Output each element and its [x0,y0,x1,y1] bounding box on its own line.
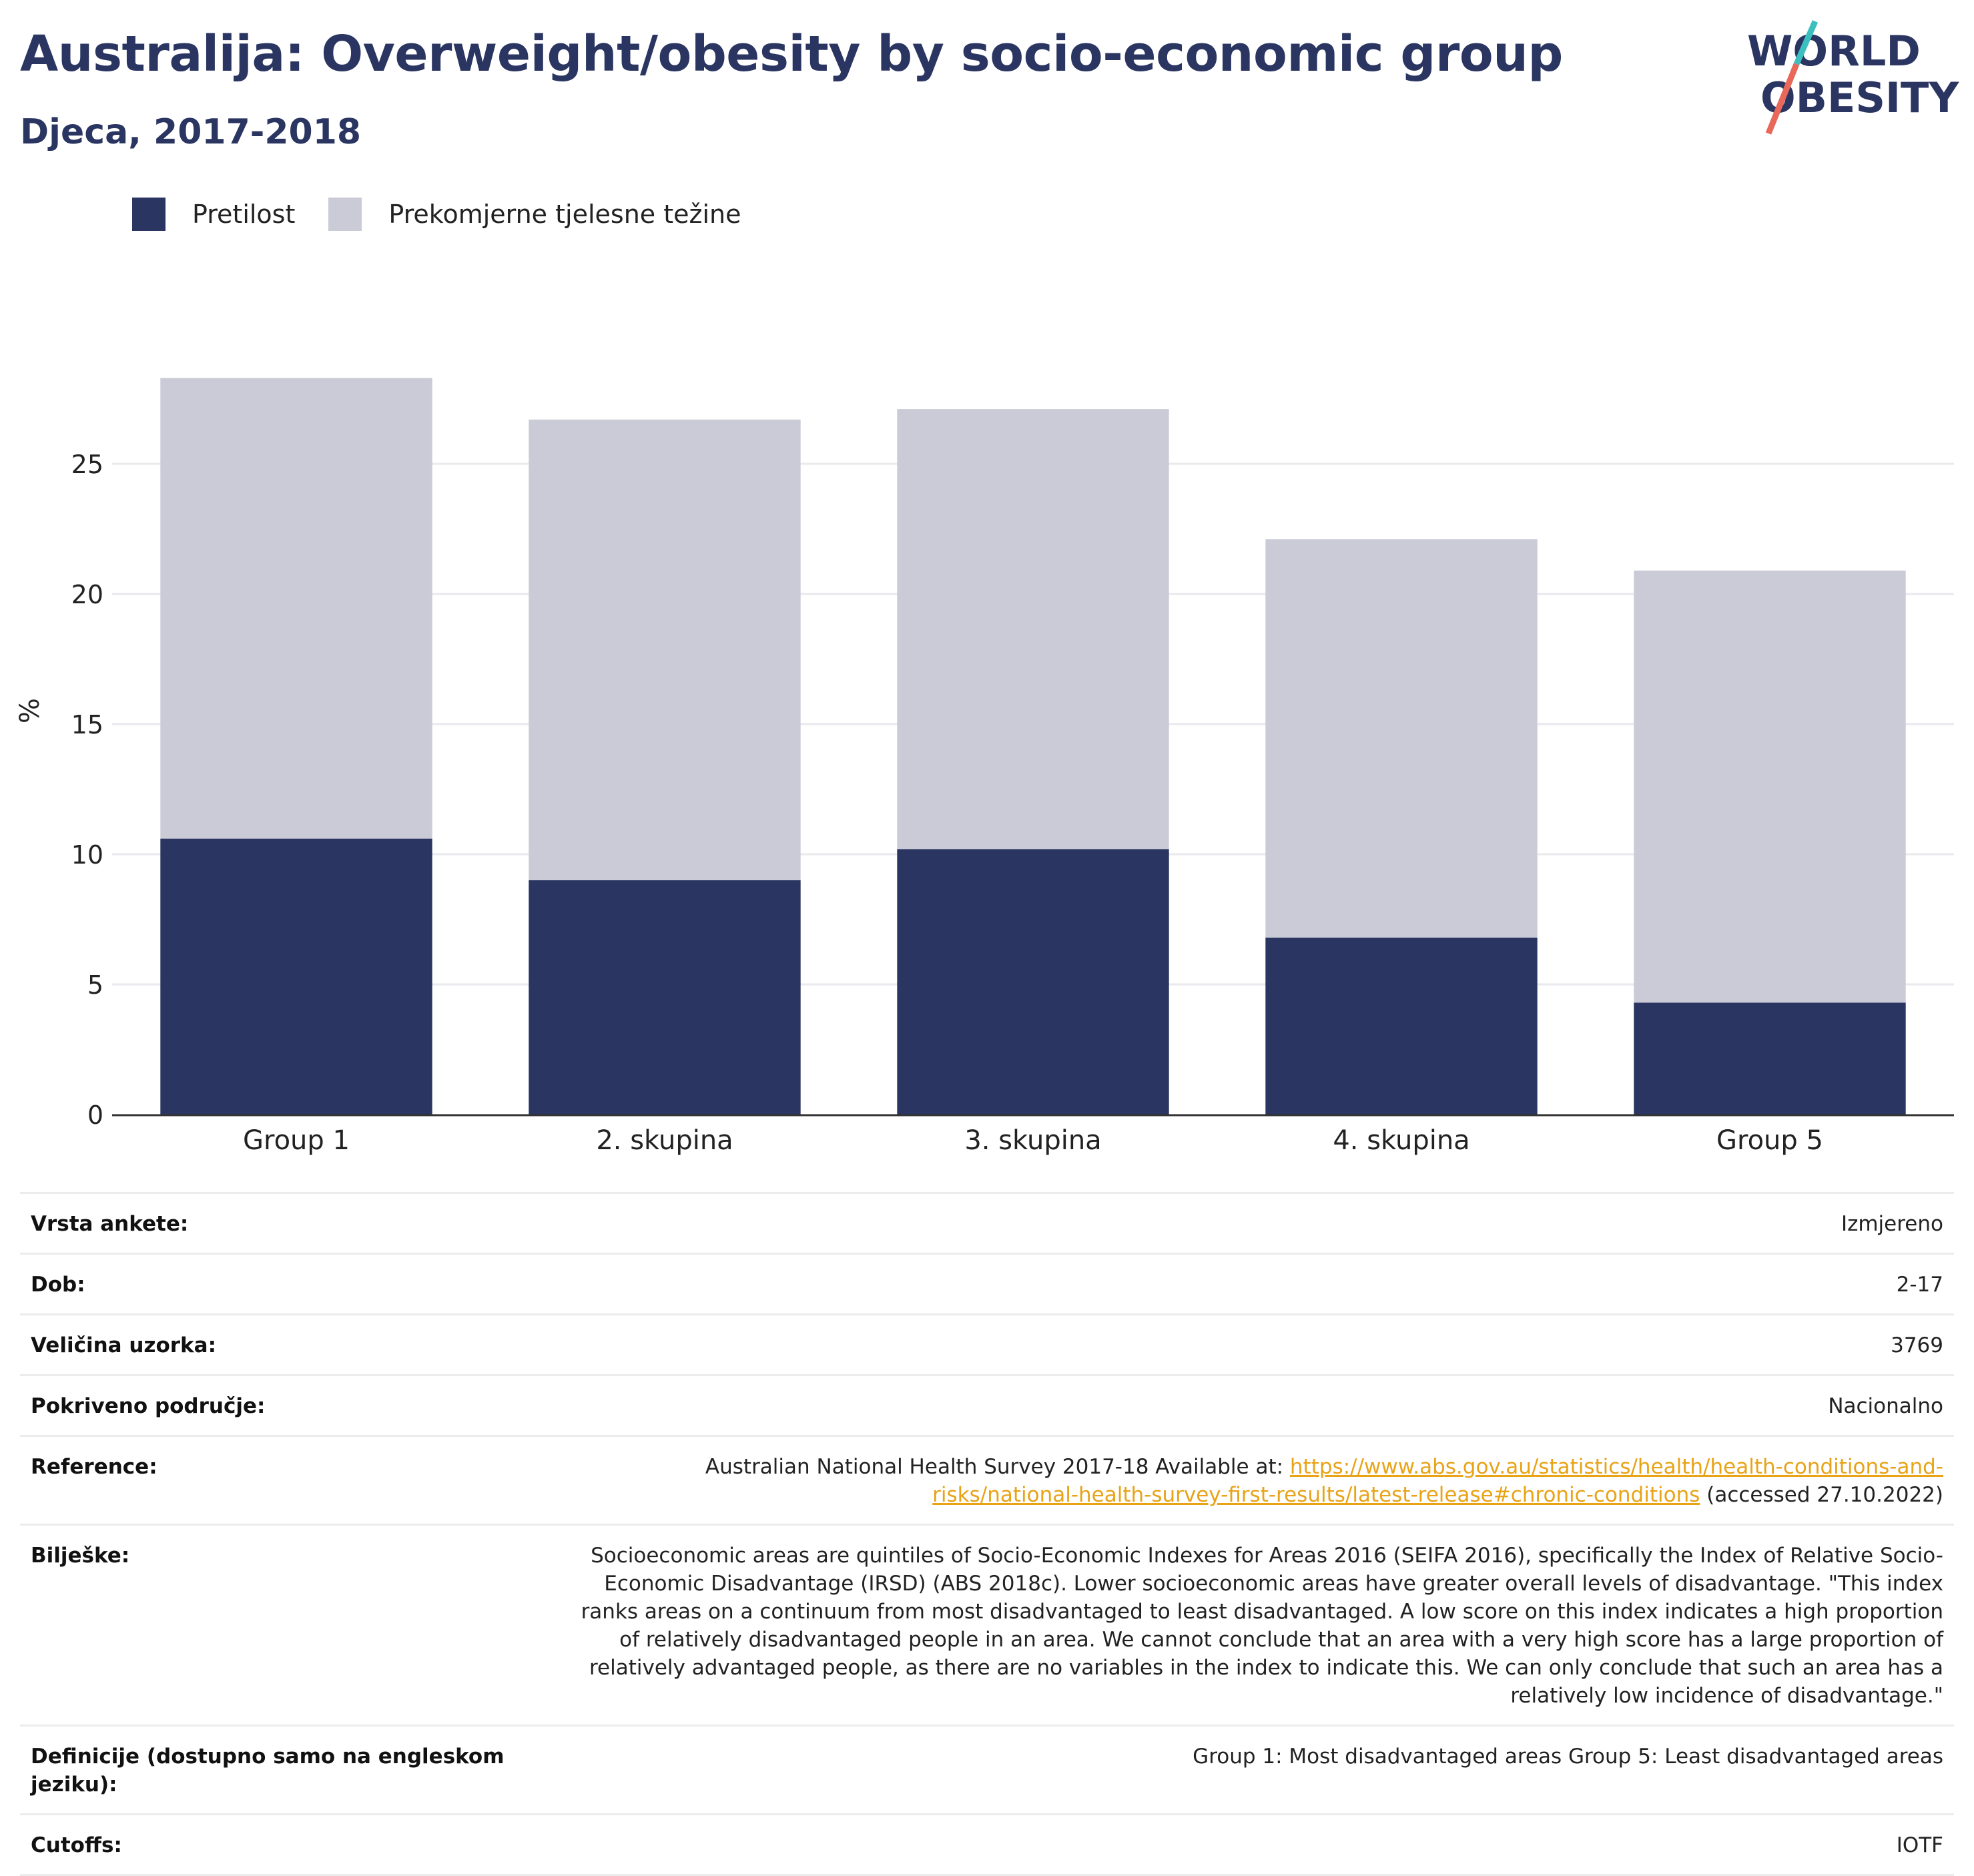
bar-overweight-4[interactable] [1265,539,1538,938]
reference-text: Australian National Health Survey 2017-1… [705,1455,1290,1479]
stacked-bar-chart: 0 5 10 15 20 25 Group 1 2. skupina 3. skupina 4.… [15,378,1954,1156]
reference-accessed: (accessed 27.10.2022) [1700,1483,1943,1507]
chart-subtitle: Djeca, 2017-2018 [20,112,362,152]
meta-value: 2-17 [1896,1273,1943,1297]
meta-value: IOTF [1896,1833,1943,1857]
meta-value: Australian National Health Survey 2017-1… [538,1453,1943,1509]
meta-label: Bilješke: [31,1544,130,1568]
x-tick-label: 4. skupina [1333,1125,1469,1156]
y-tick-label: 5 [87,970,103,1000]
meta-label: Veličina uzorka: [31,1333,216,1357]
legend-swatch-overweight [328,198,362,231]
y-axis-ticks: 0 5 10 15 20 25 [71,450,103,1130]
logo-line-2: OBESITY [1760,73,1959,122]
meta-row: Cutoffs: IOTF [20,1813,1954,1876]
meta-row: Pokriveno područje: Nacionalno [20,1374,1954,1435]
y-tick-label: 25 [71,450,103,479]
meta-value: 3769 [1891,1333,1943,1357]
bar-obesity-1[interactable] [160,838,432,1115]
y-tick-label: 10 [71,840,103,870]
legend-label-overweight: Prekomjerne tjelesne težine [388,200,741,229]
legend-swatch-obesity [132,198,166,231]
reference-link[interactable]: https://www.abs.gov.au/statistics/health… [932,1455,1943,1507]
bar-overweight-5[interactable] [1634,570,1906,1003]
legend-item-obesity[interactable]: Pretilost [132,198,295,231]
meta-value: Group 1: Most disadvantaged areas Group … [1193,1745,1943,1769]
bar-overweight-2[interactable] [529,419,801,880]
x-tick-label: 3. skupina [964,1125,1101,1156]
meta-row: Bilješke: Socioeconomic areas are quintil… [20,1524,1954,1725]
survey-metadata-table: Vrsta ankete: Izmjereno Dob: 2-17 Veličina u… [20,1192,1954,1876]
logo-slash-coral [1765,63,1800,135]
legend-item-overweight[interactable]: Prekomjerne tjelesne težine [328,198,741,231]
bar-obesity-3[interactable] [897,849,1169,1115]
meta-value: Socioeconomic areas are quintiles of Soc… [581,1544,1943,1708]
y-tick-label: 20 [71,580,103,609]
y-tick-label: 0 [87,1101,103,1130]
bar-obesity-5[interactable] [1634,1002,1906,1115]
x-tick-label: Group 1 [243,1125,350,1156]
chart-title: Australija: Overweight/obesity by socio-… [20,25,1563,83]
meta-label: Cutoffs: [31,1833,122,1857]
x-axis-ticks: Group 1 2. skupina 3. skupina 4. skupina Gro… [243,1125,1823,1156]
meta-row: Definicije (dostupno samo na engleskom j… [20,1725,1954,1813]
legend-label-obesity: Pretilost [192,200,296,229]
chart-bars [160,378,1906,1115]
x-tick-label: 2. skupina [596,1125,733,1156]
meta-row: Dob: 2-17 [20,1253,1954,1313]
bar-obesity-2[interactable] [529,880,801,1115]
y-axis-label: % [15,698,45,723]
meta-row: Vrsta ankete: Izmjereno [20,1192,1954,1253]
logo-line-1: WORLD [1747,27,1921,75]
world-obesity-logo: WORLD OBESITY [1747,20,1959,135]
meta-label: Reference: [31,1455,157,1479]
bar-overweight-3[interactable] [897,409,1169,850]
meta-label: Vrsta ankete: [31,1212,189,1236]
meta-label: Definicije (dostupno samo na engleskom j… [31,1745,505,1797]
meta-value: Nacionalno [1828,1394,1943,1418]
bar-obesity-4[interactable] [1265,937,1538,1115]
meta-label: Pokriveno područje: [31,1394,266,1418]
meta-row: Veličina uzorka: 3769 [20,1313,1954,1374]
meta-row: Reference: Australian National Health Sur… [20,1435,1954,1524]
bar-overweight-1[interactable] [160,378,432,839]
chart-legend: Pretilost Prekomjerne tjelesne težine [132,198,775,231]
logo-slash-teal [1793,20,1819,65]
y-tick-label: 15 [71,710,103,739]
x-tick-label: Group 5 [1716,1125,1823,1156]
meta-label: Dob: [31,1273,85,1297]
meta-value: Izmjereno [1841,1212,1943,1236]
